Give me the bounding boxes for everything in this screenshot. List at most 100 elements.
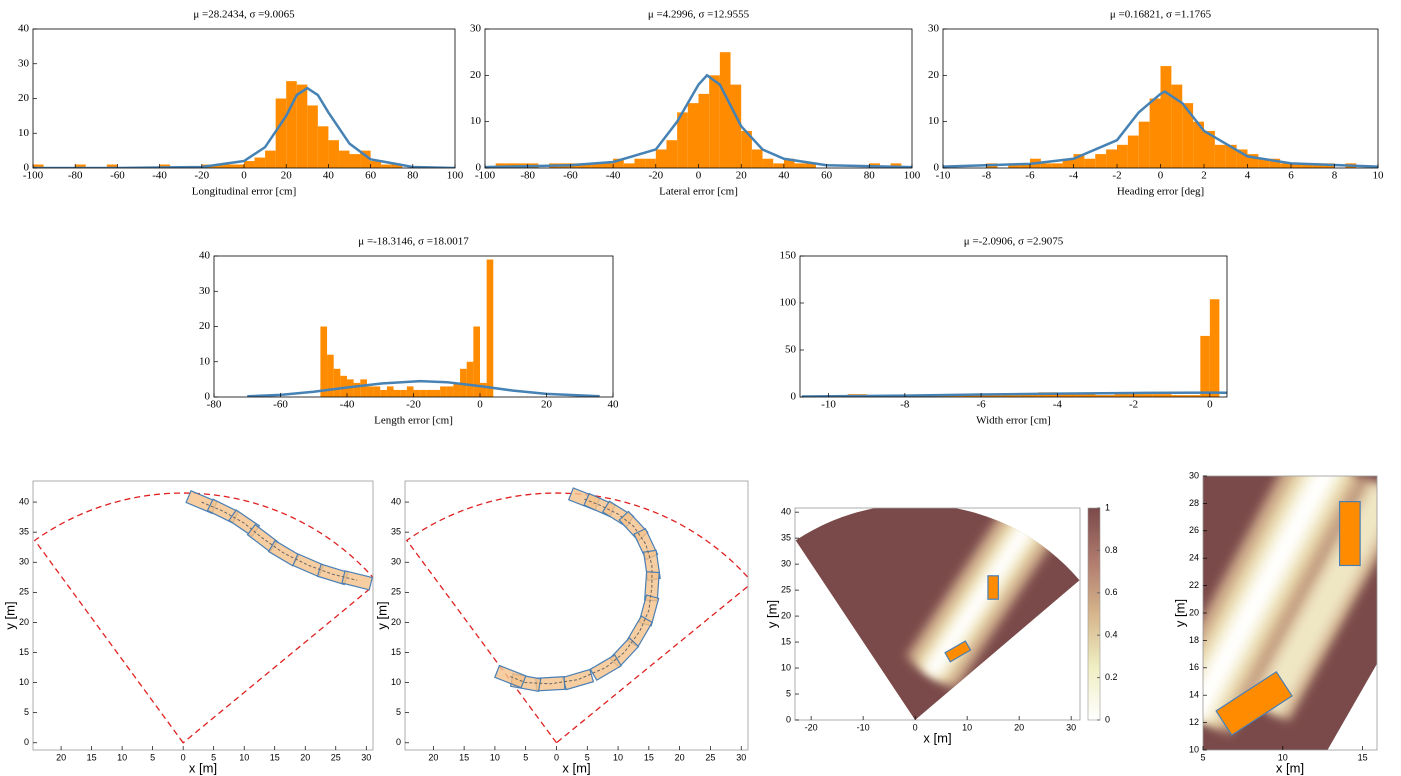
y-tick-label: 5 [24, 707, 29, 717]
bar [366, 386, 374, 397]
y-tick-label: 14 [1189, 690, 1199, 700]
x-axis-label: Heading error [deg] [1117, 186, 1204, 198]
x-tick-label: -60 [110, 170, 125, 182]
plot-area [247, 259, 600, 397]
y-tick-label: 0 [205, 391, 211, 403]
x-tick-label: 100 [904, 170, 921, 182]
bar [1225, 144, 1237, 168]
x-tick-label: 60 [365, 170, 377, 182]
bar [320, 326, 328, 397]
bar [433, 389, 441, 397]
chart-title: μ =4.2996, σ =12.9555 [648, 9, 750, 21]
bar [1209, 299, 1220, 397]
fit-curve [485, 73, 912, 168]
x-tick-label: 80 [864, 170, 876, 182]
y-tick-label: 28 [1189, 498, 1199, 508]
bar [655, 149, 667, 168]
bar [1008, 163, 1020, 168]
bar [962, 395, 982, 397]
y-tick-label: 30 [19, 557, 29, 567]
bar [1160, 66, 1172, 168]
x-tick-label: 20 [541, 399, 553, 411]
x-tick-label: -60 [273, 399, 288, 411]
bar [730, 84, 742, 168]
x-tick-label: -40 [606, 170, 621, 182]
bar [1171, 84, 1183, 168]
x-tick-label: 15 [459, 752, 469, 762]
x-tick-label: 0 [181, 752, 186, 762]
bar [1247, 154, 1259, 168]
x-tick-label: 8 [1332, 170, 1338, 182]
bar [1051, 163, 1063, 168]
y-tick-label: 20 [18, 92, 30, 104]
x-axis-label: x [m] [562, 760, 590, 775]
x-tick-label: -10 [821, 399, 836, 411]
y-tick-label: 35 [391, 527, 401, 537]
x-tick-label: 5 [1200, 752, 1205, 762]
y-tick-label: 10 [470, 115, 482, 127]
y-tick-label: 20 [470, 69, 482, 81]
bar [370, 161, 382, 168]
x-tick-label: 0 [554, 752, 559, 762]
bar [677, 112, 688, 168]
chart-title: μ =-2.0906, σ =2.9075 [964, 236, 1064, 248]
y-tick-label: 40 [18, 23, 30, 35]
panel: -10 -8 -6 -4 -2 0 2 4 6 8 10 0 10 20 30 μ =0.16821, σ =… [928, 9, 1384, 198]
bar [1062, 158, 1074, 168]
trajectory-line [201, 501, 358, 581]
bar [480, 382, 487, 397]
y-tick-label: 24 [1189, 553, 1199, 563]
x-tick-label: 0 [1158, 170, 1164, 182]
y-tick-label: 30 [470, 23, 482, 35]
bar [1073, 154, 1085, 168]
bar [1280, 163, 1291, 168]
panel: 20 15 10 5 0 5 10 15 20 25 30 0 5 10 15 20 25 30 35 40 x [m]… [2, 480, 374, 775]
y-tick-label: 20 [781, 610, 791, 620]
x-tick-label: 20 [300, 752, 310, 762]
bar [613, 158, 624, 168]
sensor-range [33, 492, 373, 744]
bar [942, 396, 963, 397]
bar [1095, 395, 1115, 397]
chart-title: μ =0.16821, σ =1.1765 [1110, 9, 1212, 21]
bar [446, 386, 454, 397]
x-tick-label: -8 [900, 399, 910, 411]
bar [440, 386, 447, 397]
x-tick-label: -20 [406, 399, 421, 411]
x-tick-label: 5 [211, 752, 216, 762]
x-tick-label: -4 [1069, 170, 1079, 182]
bar [473, 326, 480, 397]
y-tick-label: 0 [786, 714, 791, 724]
trajectory-line [510, 498, 653, 685]
bar [393, 389, 401, 397]
y-tick-label: 10 [199, 355, 211, 367]
y-tick-label: 10 [19, 677, 29, 687]
y-tick-label: 22 [1189, 580, 1199, 590]
x-tick-label: -10 [857, 722, 870, 732]
x-tick-label: 20 [1014, 722, 1024, 732]
y-tick-label: 25 [19, 587, 29, 597]
x-tick-label: 15 [1358, 752, 1368, 762]
x-tick-label: 20 [56, 752, 66, 762]
panel: -80 -60 -40 -20 0 20 40 0 10 20 30 40 μ =-18.3146, σ… [199, 236, 619, 427]
y-tick-label: 20 [19, 617, 29, 627]
plot-area [1203, 476, 1377, 750]
fit-curve [33, 86, 455, 168]
bar [1040, 163, 1052, 168]
x-axis-label: Lateral error [cm] [659, 186, 738, 198]
colorbar-tick-label: 0 [1105, 714, 1110, 724]
plot-area [33, 489, 373, 744]
x-tick-label: 15 [644, 752, 654, 762]
axes-frame [799, 255, 1228, 398]
bar [1214, 144, 1226, 168]
fit-curve [943, 90, 1378, 168]
x-tick-label: 20 [675, 752, 685, 762]
x-tick-label: 0 [1207, 399, 1213, 411]
bar [349, 154, 361, 168]
x-tick-label: -8 [982, 170, 992, 182]
panel: -20 -10 0 10 20 30 0 5 10 15 20 25 30 35 40 x [m] y [m] [764, 507, 1081, 745]
bar [1127, 135, 1139, 168]
chart-title: μ =28.2434, σ =9.0065 [193, 9, 295, 21]
bar [1190, 395, 1201, 397]
